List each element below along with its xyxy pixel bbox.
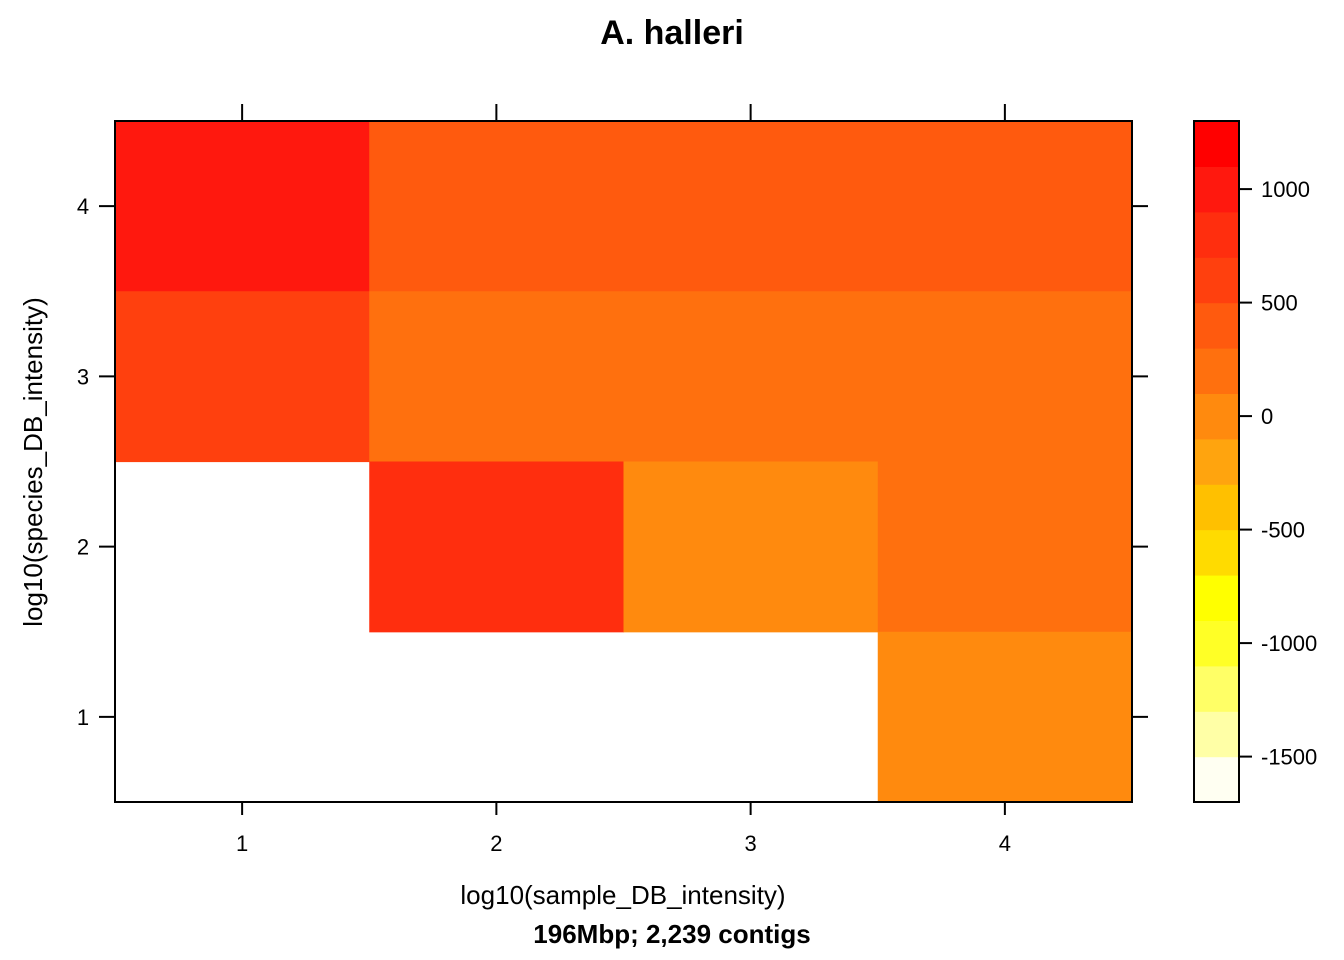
heatmap-cell — [115, 291, 370, 463]
heatmap-cell — [115, 121, 370, 292]
colorbar-tick-label: -500 — [1261, 518, 1305, 543]
colorbar-tick-label: -1000 — [1261, 631, 1317, 656]
x-tick-label: 2 — [490, 831, 502, 856]
heatmap-cell — [877, 121, 1133, 292]
x-tick-label: 1 — [236, 831, 248, 856]
colorbar-band — [1194, 348, 1239, 394]
colorbar-band — [1194, 121, 1239, 167]
chart-subtitle: 196Mbp; 2,239 contigs — [533, 919, 810, 949]
colorbar-band — [1194, 393, 1239, 440]
heatmap-cell — [623, 121, 879, 292]
x-tick-label: 4 — [999, 831, 1011, 856]
colorbar-band — [1194, 575, 1239, 621]
colorbar-band — [1194, 484, 1239, 531]
x-tick-label: 3 — [745, 831, 757, 856]
colorbar-band — [1194, 711, 1239, 758]
plot-frame — [114, 120, 1133, 803]
y-tick-label: 4 — [77, 194, 89, 219]
y-tick-label: 2 — [77, 535, 89, 560]
colorbar-frame — [1193, 120, 1240, 803]
colorbar-tick-label: 0 — [1261, 404, 1273, 429]
colorbar-tick-label: -1500 — [1261, 745, 1317, 770]
colorbar-band — [1194, 620, 1239, 667]
colorbar-band — [1194, 756, 1239, 803]
heatmap-cell — [877, 461, 1133, 633]
colorbar-band — [1194, 302, 1239, 349]
y-tick-label: 1 — [77, 705, 89, 730]
heatmap-cell — [369, 461, 625, 633]
colorbar-band — [1194, 665, 1239, 712]
heatmap-cell — [877, 291, 1133, 463]
heatmap-cell — [877, 631, 1133, 803]
y-tick-label: 3 — [77, 364, 89, 389]
heatmap-cell — [369, 291, 625, 463]
colorbar-band — [1194, 166, 1239, 213]
heatmap-cell — [623, 291, 879, 463]
colorbar-band — [1194, 438, 1239, 485]
chart-title: A. halleri — [600, 14, 744, 52]
x-axis-label: log10(sample_DB_intensity) — [460, 880, 785, 910]
heatmap-cells — [115, 121, 1133, 803]
colorbar-tick-label: 1000 — [1261, 177, 1310, 202]
colorbar: 1000 500 0 -500 -1000 -1500 — [1193, 120, 1317, 803]
axis-ticks: 1 2 3 4 1 2 3 4 — [77, 104, 1148, 856]
colorbar-tick-label: 500 — [1261, 291, 1298, 316]
heatmap-cell — [623, 461, 879, 633]
heatmap-cell — [369, 121, 625, 292]
colorbar-band — [1194, 529, 1239, 576]
colorbar-band — [1194, 211, 1239, 258]
y-axis-label: log10(species_DB_intensity) — [18, 297, 48, 627]
colorbar-band — [1194, 257, 1239, 304]
